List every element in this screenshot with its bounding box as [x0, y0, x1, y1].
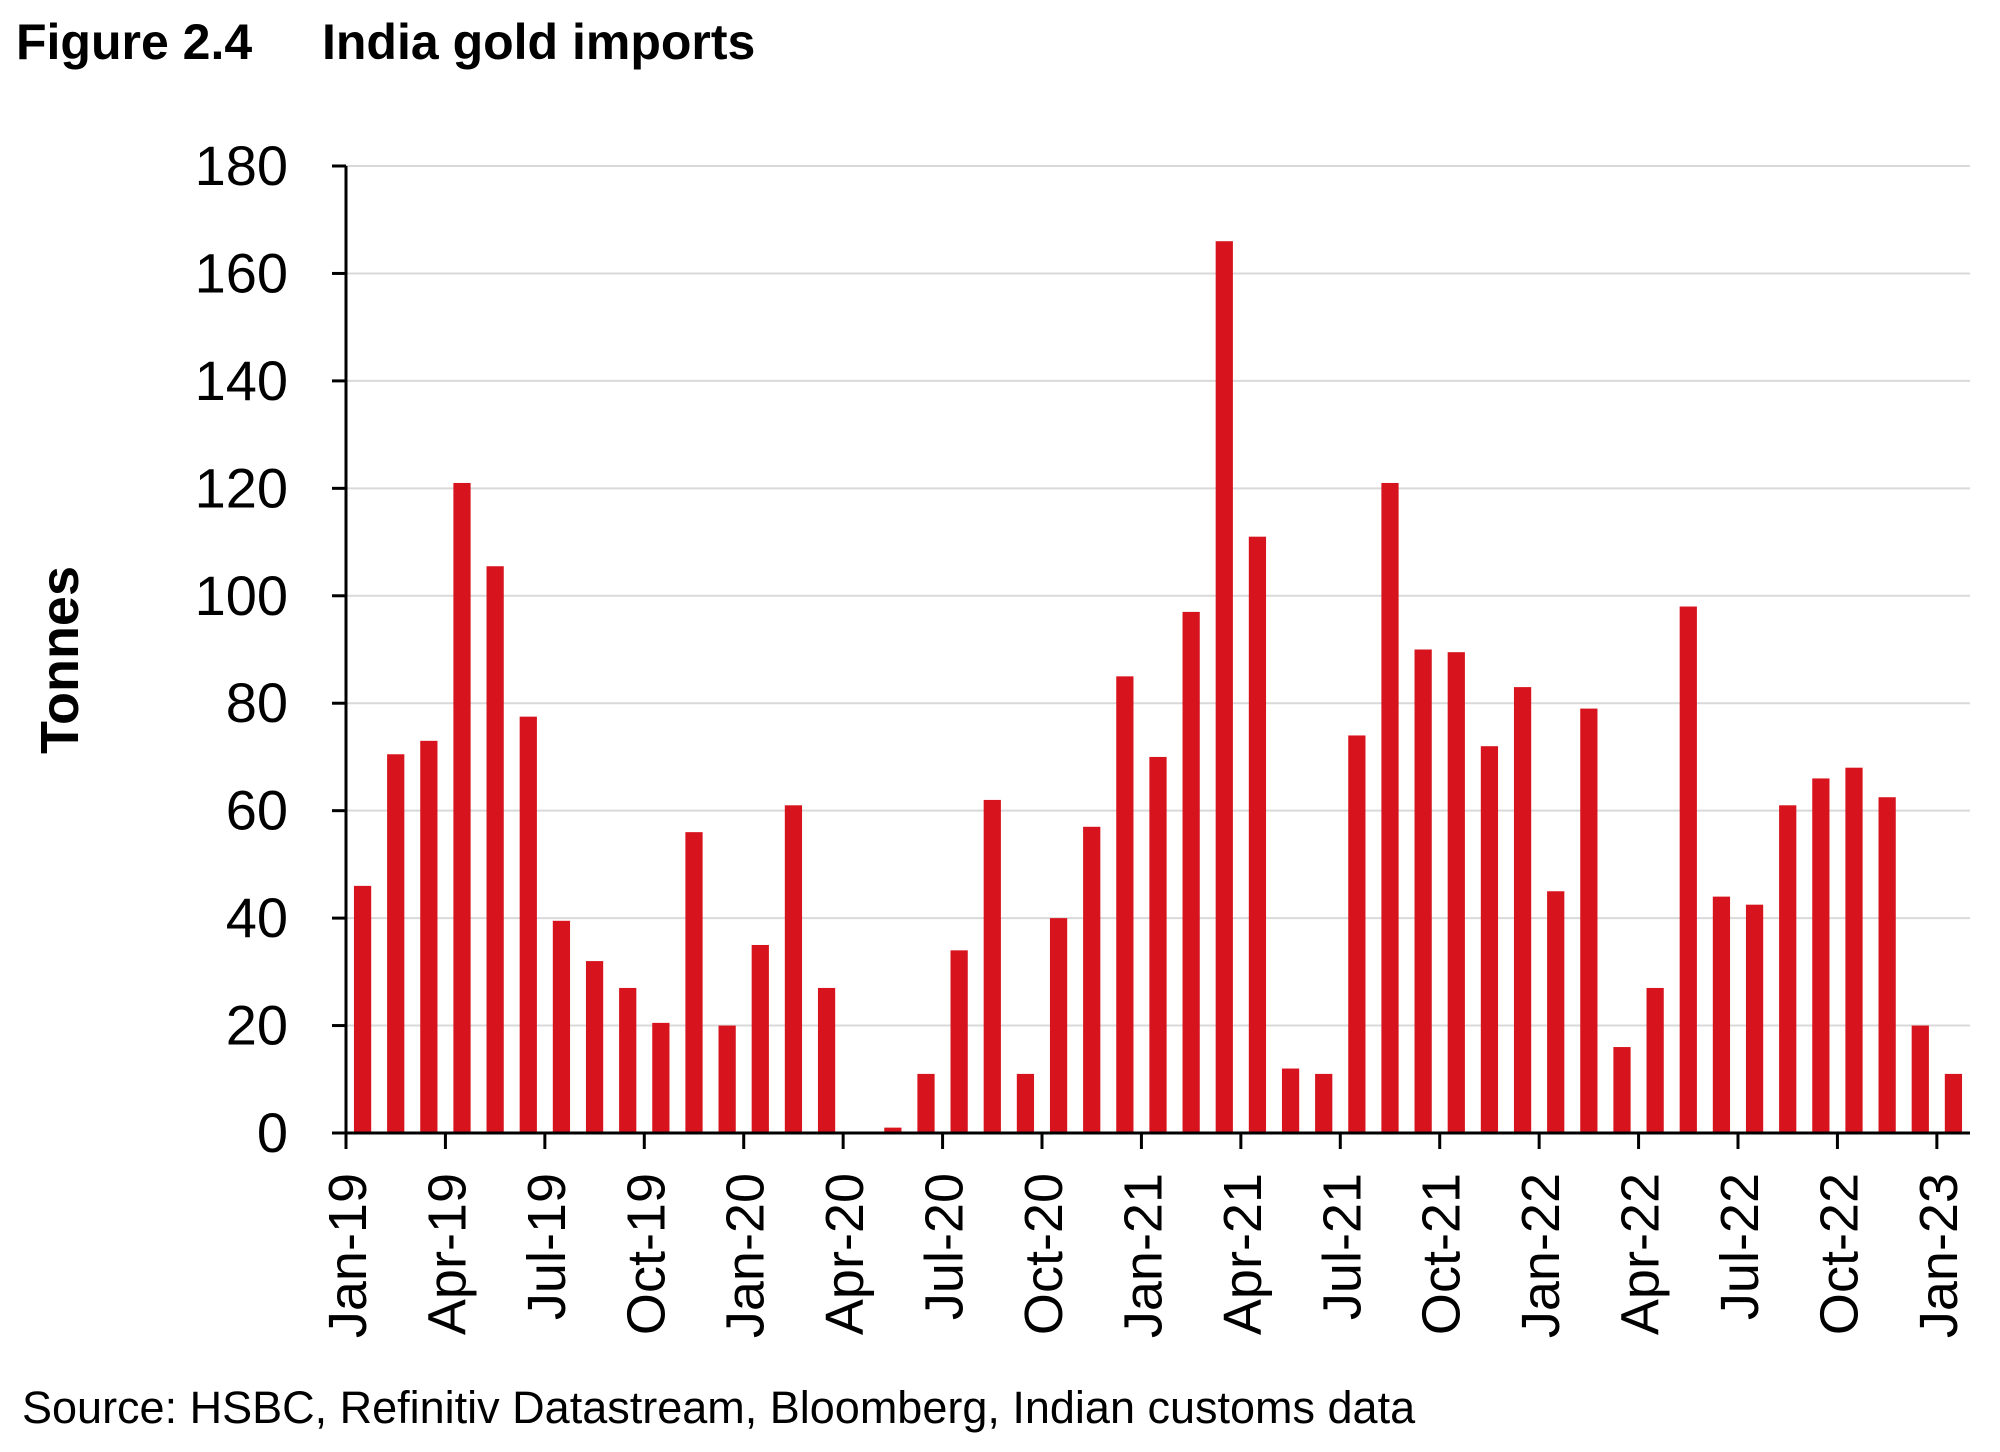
bar-Apr-22 — [1646, 987, 1664, 1133]
x-tick-label: Jan-23 — [1909, 1173, 1969, 1338]
source-note: Source: HSBC, Refinitiv Datastream, Bloo… — [22, 1382, 1416, 1433]
bar-Feb-19 — [387, 754, 405, 1133]
x-tick-label: Jul-22 — [1710, 1173, 1770, 1320]
x-tick-label: Jan-21 — [1113, 1173, 1173, 1338]
bar-May-19 — [486, 566, 504, 1133]
bar-Jul-21 — [1348, 735, 1366, 1133]
figure-title: India gold imports — [322, 14, 756, 70]
bar-Jul-19 — [552, 920, 571, 1133]
axes: 0 20 40 60 80 100 120 140 160 180 Jan-19 Apr-19 Jul-… — [195, 134, 1970, 1338]
x-tick-label: Jan-20 — [716, 1173, 776, 1338]
bar-May-21 — [1281, 1068, 1300, 1133]
bar-Aug-19 — [585, 961, 604, 1133]
bar-Jun-21 — [1315, 1073, 1333, 1133]
y-tick-label: 0 — [257, 1101, 288, 1164]
y-tick-label: 80 — [226, 671, 288, 734]
bars — [353, 241, 1963, 1133]
x-tick-label: Oct-19 — [616, 1173, 676, 1335]
bar-Feb-21 — [1182, 611, 1200, 1133]
bar-Oct-19 — [652, 1022, 670, 1133]
bar-Jul-20 — [950, 950, 968, 1133]
bar-Jan-22 — [1547, 891, 1565, 1133]
bar-Feb-22 — [1580, 708, 1598, 1133]
bar-Oct-20 — [1049, 918, 1068, 1133]
bar-Jun-20 — [917, 1073, 935, 1133]
bar-Nov-22 — [1878, 797, 1896, 1133]
bar-Nov-21 — [1480, 746, 1499, 1133]
bar-Jun-22 — [1712, 896, 1731, 1133]
bar-Dec-20 — [1116, 676, 1134, 1133]
bar-Mar-19 — [420, 740, 438, 1133]
bar-Jul-22 — [1745, 904, 1764, 1133]
bar-May-22 — [1679, 606, 1697, 1133]
x-tick-label: Jul-20 — [915, 1173, 975, 1320]
bar-Dec-22 — [1911, 1025, 1929, 1133]
bar-Apr-21 — [1248, 536, 1267, 1133]
bar-Aug-20 — [983, 799, 1001, 1133]
y-tick-label: 120 — [195, 456, 288, 519]
y-tick-label: 20 — [226, 994, 288, 1057]
bar-Oct-21 — [1447, 652, 1465, 1133]
x-tick-label: Jan-22 — [1511, 1173, 1571, 1338]
bar-Nov-20 — [1083, 826, 1101, 1133]
bar-Jan-20 — [751, 944, 769, 1133]
bar-Aug-22 — [1779, 805, 1797, 1133]
bar-Jun-19 — [519, 716, 537, 1133]
bar-Sep-21 — [1414, 649, 1432, 1133]
bar-Jan-23 — [1944, 1073, 1963, 1133]
bar-Mar-22 — [1613, 1047, 1631, 1133]
bar-May-20 — [884, 1127, 902, 1133]
bar-Mar-20 — [817, 987, 836, 1133]
bar-Nov-19 — [685, 832, 703, 1133]
x-tick-label: Oct-21 — [1412, 1173, 1472, 1335]
x-tick-label: Apr-21 — [1213, 1173, 1273, 1335]
y-tick-label: 160 — [195, 241, 288, 304]
bar-Apr-19 — [453, 482, 471, 1133]
bar-Dec-21 — [1513, 687, 1532, 1133]
bar-Aug-21 — [1381, 482, 1399, 1133]
y-tick-label: 140 — [195, 349, 288, 412]
x-tick-label: Oct-20 — [1014, 1173, 1074, 1335]
y-axis-label: Tonnes — [30, 566, 90, 754]
x-tick-label: Apr-20 — [815, 1173, 875, 1335]
x-tick-label: Jul-21 — [1312, 1173, 1372, 1320]
bar-Feb-20 — [784, 805, 803, 1133]
x-tick-label: Jan-19 — [318, 1173, 378, 1338]
x-tick-label: Apr-22 — [1611, 1173, 1671, 1335]
bar-Sep-22 — [1812, 778, 1830, 1133]
figure-number: Figure 2.4 — [16, 14, 253, 70]
bar-Sep-19 — [619, 987, 637, 1133]
figure-header: Figure 2.4 India gold imports — [16, 10, 755, 74]
bar-Jan-21 — [1149, 756, 1167, 1133]
y-tick-label: 180 — [195, 134, 288, 197]
x-tick-label: Apr-19 — [417, 1173, 477, 1335]
x-tick-label: Jul-19 — [517, 1173, 577, 1320]
x-tick-label: Oct-22 — [1809, 1173, 1869, 1335]
bar-Mar-21 — [1215, 241, 1233, 1133]
y-tick-label: 40 — [226, 886, 288, 949]
y-tick-label: 100 — [195, 564, 288, 627]
bar-Sep-20 — [1016, 1073, 1035, 1133]
y-tick-label: 60 — [226, 779, 288, 842]
bar-Jan-19 — [353, 885, 372, 1133]
bar-Dec-19 — [718, 1025, 736, 1133]
bar-Oct-22 — [1845, 767, 1863, 1133]
